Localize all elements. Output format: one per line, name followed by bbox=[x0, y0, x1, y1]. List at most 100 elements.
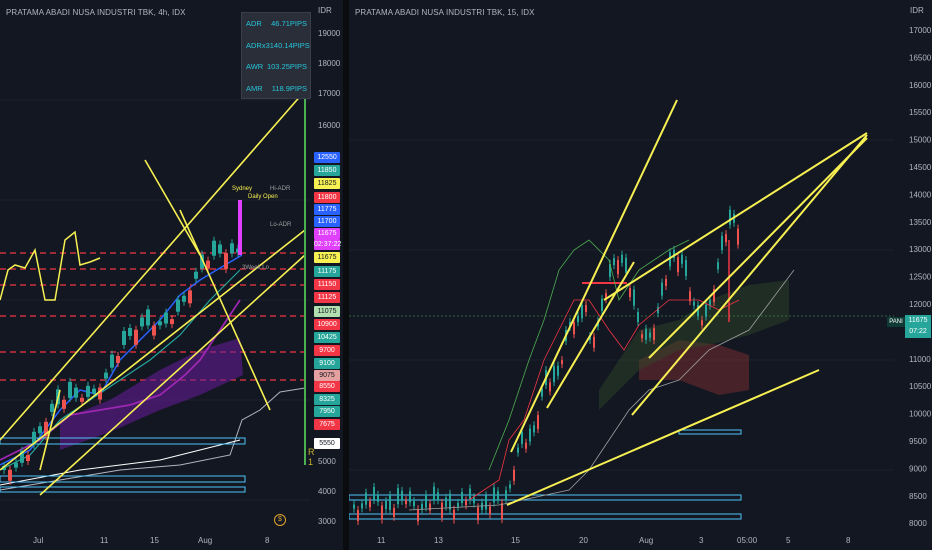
y-tick-label: 9500 bbox=[909, 437, 927, 446]
candle-body bbox=[429, 503, 431, 511]
candle-body bbox=[397, 488, 399, 505]
candle-body bbox=[601, 298, 603, 311]
price-tag: 11150 bbox=[314, 279, 340, 290]
candle-body bbox=[657, 307, 659, 314]
candle-body bbox=[537, 415, 539, 430]
y-tick-label: 16000 bbox=[909, 81, 932, 90]
svg-text:11: 11 bbox=[377, 536, 386, 545]
candle-body bbox=[689, 291, 691, 302]
candle-body bbox=[357, 509, 359, 521]
left-chart-pane[interactable]: Sydney Daily Open Hi-ADR Lo-ADR 3Week Lo… bbox=[0, 0, 343, 550]
candle-body bbox=[389, 494, 391, 510]
candle-body bbox=[116, 355, 120, 363]
candle-body bbox=[509, 484, 511, 489]
candle-body bbox=[369, 501, 371, 508]
candle-body bbox=[561, 360, 563, 365]
svg-text:16000: 16000 bbox=[318, 121, 341, 130]
sydney-label: Sydney bbox=[232, 186, 252, 192]
candle-body bbox=[2, 466, 6, 471]
candle-body bbox=[709, 299, 711, 306]
price-tag: 11775 bbox=[314, 204, 340, 215]
candle-body bbox=[705, 304, 707, 317]
price-tag: 11175 bbox=[314, 266, 340, 277]
candle-body bbox=[617, 260, 619, 275]
y-tick-label: 16500 bbox=[909, 53, 932, 62]
candle-body bbox=[729, 209, 731, 225]
candle-body bbox=[505, 490, 507, 501]
candle-body bbox=[393, 507, 395, 517]
y-tick-label: 8500 bbox=[909, 492, 927, 501]
candle-body bbox=[633, 289, 635, 306]
candle-body bbox=[685, 260, 687, 277]
y-tick-label: 11000 bbox=[909, 355, 931, 364]
right-candles bbox=[353, 205, 739, 526]
candle-body bbox=[421, 503, 423, 510]
symbol-tag: PANI bbox=[887, 317, 905, 327]
price-tag: 11800 bbox=[314, 192, 340, 203]
candle-body bbox=[98, 387, 102, 400]
candle-body bbox=[353, 504, 355, 509]
price-tag: 9100 bbox=[314, 358, 340, 369]
candle-body bbox=[134, 329, 138, 345]
candle-body bbox=[164, 312, 168, 324]
candle-body bbox=[449, 493, 451, 510]
candle-body bbox=[625, 257, 627, 273]
price-tag: 11675 bbox=[314, 228, 340, 239]
candle-body bbox=[401, 490, 403, 501]
candle-body bbox=[589, 335, 591, 340]
y-tick-label: 17000 bbox=[909, 26, 932, 35]
candle-body bbox=[417, 509, 419, 522]
right-chart-pane[interactable]: 17000 16500 16000 15500 15000 14500 14000 13500… bbox=[349, 0, 932, 550]
adr-row: ADRx3 140.14PIPS bbox=[246, 40, 310, 50]
candle-body bbox=[553, 366, 555, 383]
left-x-axis: Jul 11 15 Aug 8 bbox=[33, 536, 270, 545]
pane-divider[interactable] bbox=[343, 0, 349, 550]
candle-body bbox=[577, 316, 579, 323]
candle-body bbox=[549, 382, 551, 392]
candle-body bbox=[501, 503, 503, 520]
candle-body bbox=[140, 317, 144, 327]
candle-body bbox=[665, 278, 667, 286]
candle-body bbox=[581, 305, 583, 319]
resistance-lines bbox=[0, 252, 305, 381]
left-chart-canvas[interactable]: Sydney Daily Open Hi-ADR Lo-ADR 3Week Lo… bbox=[0, 0, 343, 550]
candle-body bbox=[381, 505, 383, 520]
right-x-axis: 11 13 15 20 Aug 3 05:00 5 8 bbox=[377, 536, 851, 545]
candle-body bbox=[80, 397, 84, 402]
left-chart-title: PRATAMA ABADI NUSA INDUSTRI TBK, 4h, IDX bbox=[6, 8, 186, 17]
clock-icon[interactable]: $ bbox=[274, 514, 286, 526]
price-tag: 7950 bbox=[314, 406, 340, 417]
svg-text:15: 15 bbox=[511, 536, 520, 545]
y-tick-label: 14000 bbox=[909, 190, 932, 199]
candle-body bbox=[521, 431, 523, 444]
candle-body bbox=[433, 486, 435, 501]
candle-body bbox=[461, 492, 463, 504]
candle-body bbox=[637, 312, 639, 323]
price-tag: 12550 bbox=[314, 152, 340, 163]
candle-body bbox=[697, 305, 699, 317]
candle-body bbox=[653, 328, 655, 341]
candle-body bbox=[453, 509, 455, 520]
candle-body bbox=[188, 290, 192, 304]
candle-body bbox=[200, 254, 204, 269]
left-trendlines bbox=[0, 84, 311, 496]
hi-adr-label: Hi-ADR bbox=[270, 186, 291, 192]
right-chart-canvas[interactable]: 17000 16500 16000 15500 15000 14500 14000 13500… bbox=[349, 0, 932, 550]
candle-body bbox=[74, 387, 78, 398]
candle-body bbox=[669, 252, 671, 267]
candle-body bbox=[50, 403, 54, 412]
candle-body bbox=[629, 287, 631, 297]
y-tick-label: 15500 bbox=[909, 108, 932, 117]
price-tag: 11850 bbox=[314, 165, 340, 176]
svg-text:3000: 3000 bbox=[318, 517, 336, 526]
candle-body bbox=[605, 293, 607, 300]
price-tag: 11675 bbox=[314, 252, 340, 263]
candle-body bbox=[641, 334, 643, 339]
candle-body bbox=[8, 469, 12, 481]
candle-body bbox=[677, 257, 679, 273]
candle-body bbox=[681, 254, 683, 264]
candle-body bbox=[182, 295, 186, 302]
svg-text:11: 11 bbox=[100, 536, 109, 545]
candle-body bbox=[176, 299, 180, 312]
candle-body bbox=[110, 354, 114, 368]
